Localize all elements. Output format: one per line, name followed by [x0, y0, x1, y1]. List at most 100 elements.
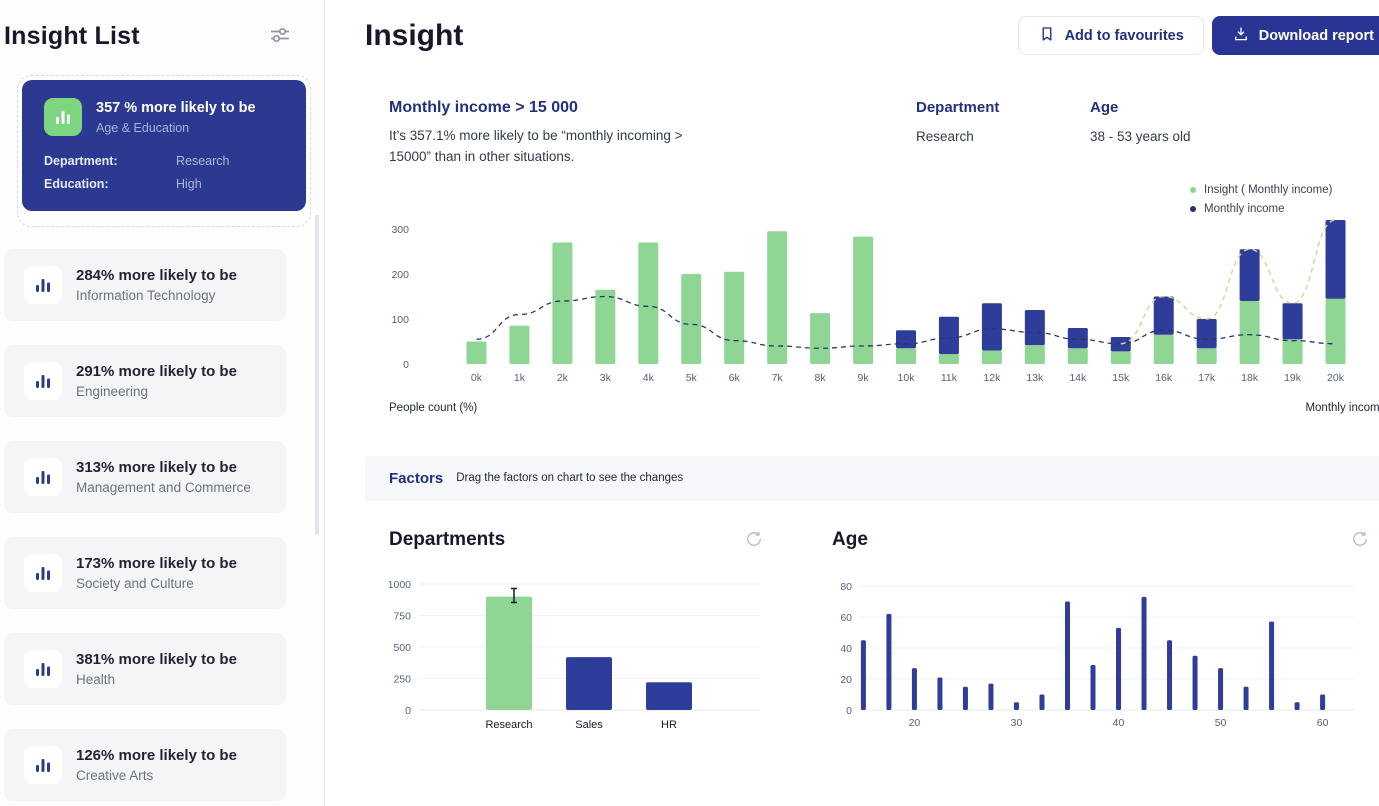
sliders-icon — [268, 23, 292, 50]
insight-card: Monthly income > 15 000 It’s 357.1% more… — [365, 99, 1379, 414]
list-item-information-technology[interactable]: 284% more likely to be Information Techn… — [4, 249, 286, 321]
age-value: 38 - 53 years old — [1090, 129, 1191, 144]
svg-text:250: 250 — [393, 673, 411, 685]
bar-chart-icon — [24, 266, 62, 304]
factor-charts-row: Departments 0 250 500 750 1000 Research Sales H… — [365, 529, 1379, 741]
svg-text:100: 100 — [391, 314, 409, 326]
insight-title: Monthly income > 15 000 — [389, 99, 578, 116]
legend-dot-green — [1190, 186, 1196, 193]
list-item-engineering[interactable]: 291% more likely to be Engineering — [4, 345, 286, 417]
age-factor-chart[interactable]: 0 20 40 60 80 20 30 40 50 60 — [832, 574, 1370, 736]
svg-text:20: 20 — [909, 717, 921, 729]
svg-text:7k: 7k — [772, 372, 784, 384]
svg-text:750: 750 — [393, 610, 411, 622]
svg-text:5k: 5k — [686, 372, 698, 384]
svg-text:Sales: Sales — [575, 719, 603, 731]
svg-text:1k: 1k — [514, 372, 526, 384]
filter-settings-button[interactable] — [268, 23, 292, 50]
selected-insight-card[interactable]: 357 % more likely to be Age & Education … — [22, 80, 306, 211]
bar-chart-icon — [24, 746, 62, 784]
add-to-favourites-button[interactable]: Add to favourites — [1017, 16, 1204, 55]
insight-description: It’s 357.1% more likely to be “monthly i… — [389, 128, 683, 164]
selected-insight-subtitle: Age & Education — [96, 121, 190, 135]
list-item-health[interactable]: 381% more likely to be Health — [4, 633, 286, 705]
age-section-title: Age — [832, 529, 868, 551]
main-header: Insight Add to favourites Download repor… — [365, 16, 1379, 55]
y-axis-caption: People count (%) — [389, 401, 478, 414]
bar-chart-icon — [44, 98, 82, 136]
bookmark-icon — [1038, 25, 1056, 47]
refresh-icon — [744, 529, 764, 552]
svg-text:6k: 6k — [729, 372, 741, 384]
selected-row-label: Department: — [44, 154, 118, 168]
svg-text:2k: 2k — [557, 372, 569, 384]
list-item-society-and-culture[interactable]: 173% more likely to be Society and Cultu… — [4, 537, 286, 609]
list-item-subtitle: Information Technology — [76, 288, 216, 303]
bar-chart-icon — [24, 362, 62, 400]
svg-text:50: 50 — [1215, 717, 1227, 729]
department-label: Department — [916, 99, 1000, 116]
sidebar-scrollbar-thumb[interactable] — [315, 215, 319, 535]
svg-text:9k: 9k — [858, 372, 870, 384]
list-item-subtitle: Engineering — [76, 384, 149, 399]
download-report-button[interactable]: Download report — [1211, 16, 1379, 55]
svg-text:8k: 8k — [815, 372, 827, 384]
download-icon — [1232, 25, 1250, 47]
list-item-subtitle: Health — [76, 672, 116, 687]
list-item-management-and-commerce[interactable]: 313% more likely to be Management and Co… — [4, 441, 286, 513]
bar-chart-icon — [24, 458, 62, 496]
list-item-title: 291% more likely to be — [76, 363, 237, 380]
svg-text:500: 500 — [393, 642, 411, 654]
departments-section-title: Departments — [389, 529, 506, 551]
legend-item-insight[interactable]: Insight ( Monthly income) — [1190, 184, 1332, 196]
svg-text:40: 40 — [840, 643, 852, 655]
svg-text:14k: 14k — [1069, 372, 1087, 384]
departments-factor: Departments 0 250 500 750 1000 Research Sales H… — [388, 529, 764, 741]
svg-text:15k: 15k — [1112, 372, 1130, 384]
selected-row-value: High — [176, 177, 202, 191]
departments-refresh-button[interactable] — [744, 529, 764, 552]
list-item-title: 173% more likely to be — [76, 555, 237, 572]
list-item-title: 284% more likely to be — [76, 267, 237, 284]
legend-item-monthly-income[interactable]: Monthly income — [1190, 203, 1285, 215]
page-title: Insight — [365, 18, 464, 52]
list-item-title: 313% more likely to be — [76, 459, 237, 476]
department-value: Research — [916, 129, 974, 144]
selected-insight-title: 357 % more likely to be — [96, 100, 256, 116]
svg-text:13k: 13k — [1026, 372, 1044, 384]
svg-text:17k: 17k — [1198, 372, 1216, 384]
sidebar-title: Insight List — [4, 22, 140, 50]
chart-legend: Insight ( Monthly income) Monthly income — [1190, 184, 1368, 215]
svg-text:19k: 19k — [1284, 372, 1302, 384]
insight-list: 284% more likely to be Information Techn… — [0, 249, 324, 801]
download-report-label: Download report — [1258, 27, 1374, 44]
add-to-favourites-label: Add to favourites — [1064, 27, 1184, 44]
svg-text:60: 60 — [1317, 717, 1329, 729]
list-item-creative-arts[interactable]: 126% more likely to be Creative Arts — [4, 729, 286, 801]
svg-text:1000: 1000 — [389, 579, 411, 591]
age-factor: Age 0 20 40 60 80 20 30 40 50 60 — [832, 529, 1370, 741]
bar-chart-icon — [24, 554, 62, 592]
monthly-income-distribution-chart: 0 100 200 300 0k 1k 2k 3k 4k 5k 6k 7k 8k 9k 10k 11k 12k 1… — [391, 219, 1346, 384]
selected-insight-dropzone: 357 % more likely to be Age & Education … — [17, 75, 311, 227]
bar-chart-icon — [24, 650, 62, 688]
age-refresh-button[interactable] — [1350, 529, 1370, 552]
selected-row-value: Research — [176, 154, 230, 168]
svg-text:60: 60 — [840, 612, 852, 624]
svg-text:4k: 4k — [643, 372, 655, 384]
svg-text:20k: 20k — [1327, 372, 1345, 384]
insight-main-panel: Insight Add to favourites Download repor… — [325, 0, 1379, 806]
list-item-title: 126% more likely to be — [76, 747, 237, 764]
svg-text:3k: 3k — [600, 372, 612, 384]
list-item-subtitle: Management and Commerce — [76, 480, 251, 495]
svg-text:0k: 0k — [471, 372, 483, 384]
svg-text:20: 20 — [840, 674, 852, 686]
departments-factor-chart[interactable]: 0 250 500 750 1000 Research Sales HR — [388, 574, 764, 736]
x-axis-caption: Monthly income — [1305, 401, 1379, 414]
svg-text:200: 200 — [391, 269, 409, 281]
legend-dot-navy — [1190, 205, 1196, 212]
age-label: Age — [1090, 99, 1119, 116]
svg-text:30: 30 — [1011, 717, 1023, 729]
svg-text:0: 0 — [846, 705, 852, 717]
